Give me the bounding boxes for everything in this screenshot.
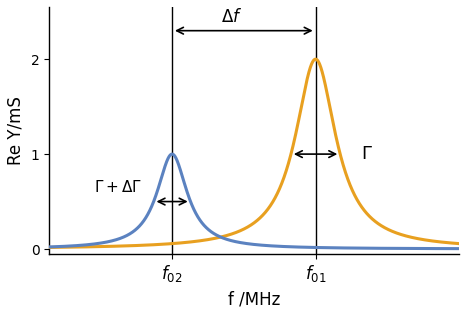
Text: $\Gamma+\Delta\Gamma$: $\Gamma+\Delta\Gamma$: [94, 179, 142, 195]
Text: $\Gamma$: $\Gamma$: [361, 145, 372, 163]
X-axis label: f /MHz: f /MHz: [228, 290, 280, 308]
Y-axis label: Re Y/mS: Re Y/mS: [7, 96, 25, 165]
Text: $\Delta f$: $\Delta f$: [221, 8, 242, 26]
